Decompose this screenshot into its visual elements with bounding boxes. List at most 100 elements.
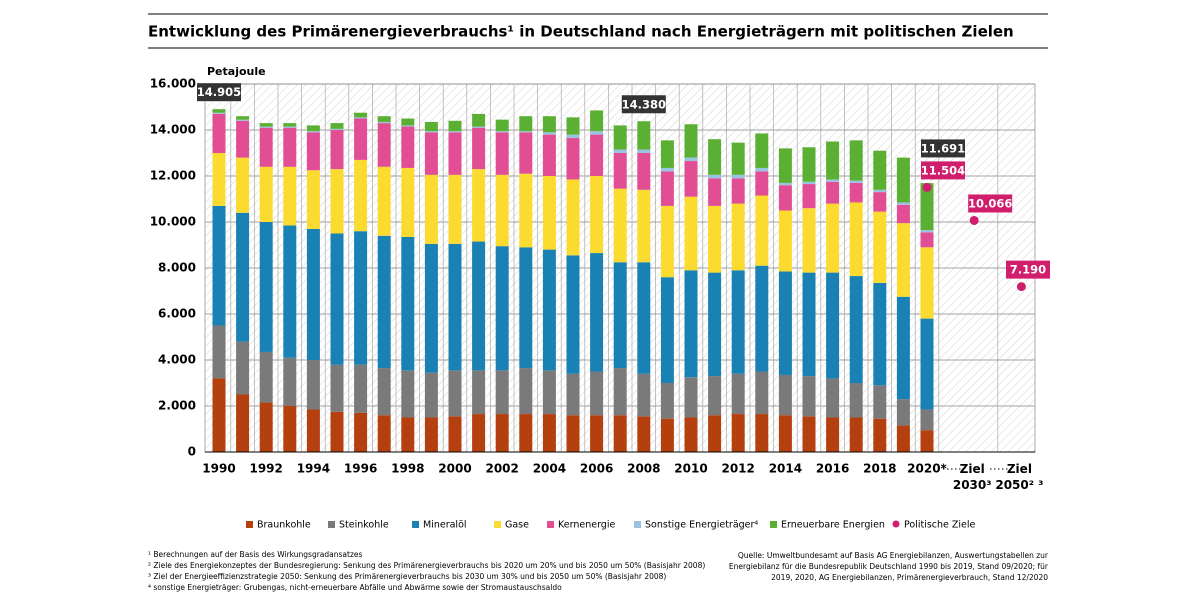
legend-label: Erneuerbare Energien — [781, 520, 885, 531]
x-tick-label: Ziel 2050² ³ — [995, 462, 1043, 492]
x-tick-label: 2006 — [580, 462, 613, 476]
x-tick-label: 2018 — [863, 462, 896, 476]
bar-segment — [920, 430, 934, 452]
bar-segment — [708, 415, 722, 452]
bar-segment — [472, 169, 486, 242]
bar-segment — [401, 370, 415, 418]
source: Energiebilanz für die Bundesrepublik Deu… — [729, 562, 1049, 571]
bar-segment — [873, 418, 887, 452]
bar-segment — [212, 325, 226, 379]
bar-segment — [259, 127, 273, 167]
value-label: 7.190 — [1010, 263, 1046, 277]
bar-segment — [896, 223, 910, 297]
bar-segment — [637, 373, 651, 417]
bar-segment — [849, 383, 863, 418]
bar-segment — [542, 116, 556, 133]
bar-segment — [212, 378, 226, 452]
bar-segment — [354, 112, 368, 118]
bar-segment — [448, 131, 462, 133]
legend-label: Kernenergie — [558, 520, 615, 531]
bar-segment — [755, 133, 769, 168]
bar-segment — [212, 205, 226, 326]
y-tick-label: 14.000 — [150, 123, 196, 137]
bar-segment — [566, 255, 580, 374]
bar-segment — [873, 150, 887, 190]
bar-segment — [354, 231, 368, 365]
bar-segment — [283, 225, 297, 358]
legend-marker — [412, 521, 419, 528]
bar-segment — [495, 132, 509, 175]
bar-segment — [849, 202, 863, 277]
bar-segment — [826, 181, 840, 204]
bar-segment — [590, 253, 604, 372]
bar-segment — [637, 189, 651, 263]
bar-segment — [236, 341, 250, 395]
bar-segment — [708, 139, 722, 175]
bar-segment — [495, 174, 509, 247]
x-tick-line: 2030³ — [953, 478, 992, 492]
target-point — [1016, 282, 1026, 292]
bar-segment — [542, 176, 556, 250]
x-tick-label: 2014 — [769, 462, 802, 476]
bar-segment — [873, 192, 887, 212]
bar-segment — [472, 127, 486, 170]
bar-segment — [708, 272, 722, 377]
bar-segment — [826, 417, 840, 452]
bar-segment — [354, 364, 368, 413]
bar-segment — [306, 132, 320, 171]
bar-segment — [613, 262, 627, 369]
bar-segment — [849, 180, 863, 183]
bar-segment — [424, 121, 438, 132]
bar-segment — [306, 131, 320, 133]
bar-segment — [542, 134, 556, 176]
bar-segment — [896, 202, 910, 205]
bar-segment — [566, 415, 580, 452]
bar-segment — [259, 126, 273, 128]
bar-segment — [566, 179, 580, 256]
bar-segment — [590, 176, 604, 254]
legend-marker — [328, 521, 335, 528]
bar-segment — [283, 123, 297, 127]
bar-segment — [731, 270, 745, 374]
bar-segment — [519, 368, 533, 415]
bar-segment — [519, 131, 533, 133]
y-tick-label: 12.000 — [150, 169, 196, 183]
bar-segment — [377, 121, 391, 124]
bar-segment — [873, 211, 887, 283]
bar-segment — [873, 282, 887, 386]
bar-segment — [236, 119, 250, 121]
bar-segment — [826, 203, 840, 273]
bar-segment — [495, 246, 509, 371]
bar-segment — [920, 318, 934, 410]
bar-segment — [590, 110, 604, 132]
source: 2019, 2020, AG Energiebilanzen, Primären… — [771, 573, 1048, 582]
bar-segment — [826, 141, 840, 180]
bar-segment — [731, 174, 745, 179]
bar-segment — [660, 383, 674, 419]
bar-segment — [283, 357, 297, 406]
bar-segment — [566, 373, 580, 416]
x-tick-label: 2012 — [721, 462, 754, 476]
bar-segment — [755, 167, 769, 172]
x-tick-label: 2004 — [533, 462, 566, 476]
bar-segment — [472, 370, 486, 415]
bar-segment — [637, 262, 651, 374]
bar-segment — [778, 182, 792, 186]
bar-segment — [590, 415, 604, 452]
bar-segment — [755, 171, 769, 196]
bar-segment — [236, 116, 250, 120]
footnote: ¹ Berechnungen auf der Basis des Wirkung… — [148, 550, 362, 559]
bar-segment — [731, 178, 745, 204]
bar-segment — [212, 113, 226, 153]
bar-segment — [259, 402, 273, 452]
bar-segment — [684, 377, 698, 418]
bar-segment — [590, 371, 604, 416]
x-tick-line: Ziel — [960, 462, 985, 476]
bar-segment — [849, 276, 863, 383]
bar-segment — [637, 149, 651, 153]
bar-segment — [637, 153, 651, 190]
bar-segment — [802, 181, 816, 185]
bar-segment — [377, 123, 391, 167]
bar-segment — [590, 131, 604, 135]
value-label-box — [1006, 260, 1050, 279]
